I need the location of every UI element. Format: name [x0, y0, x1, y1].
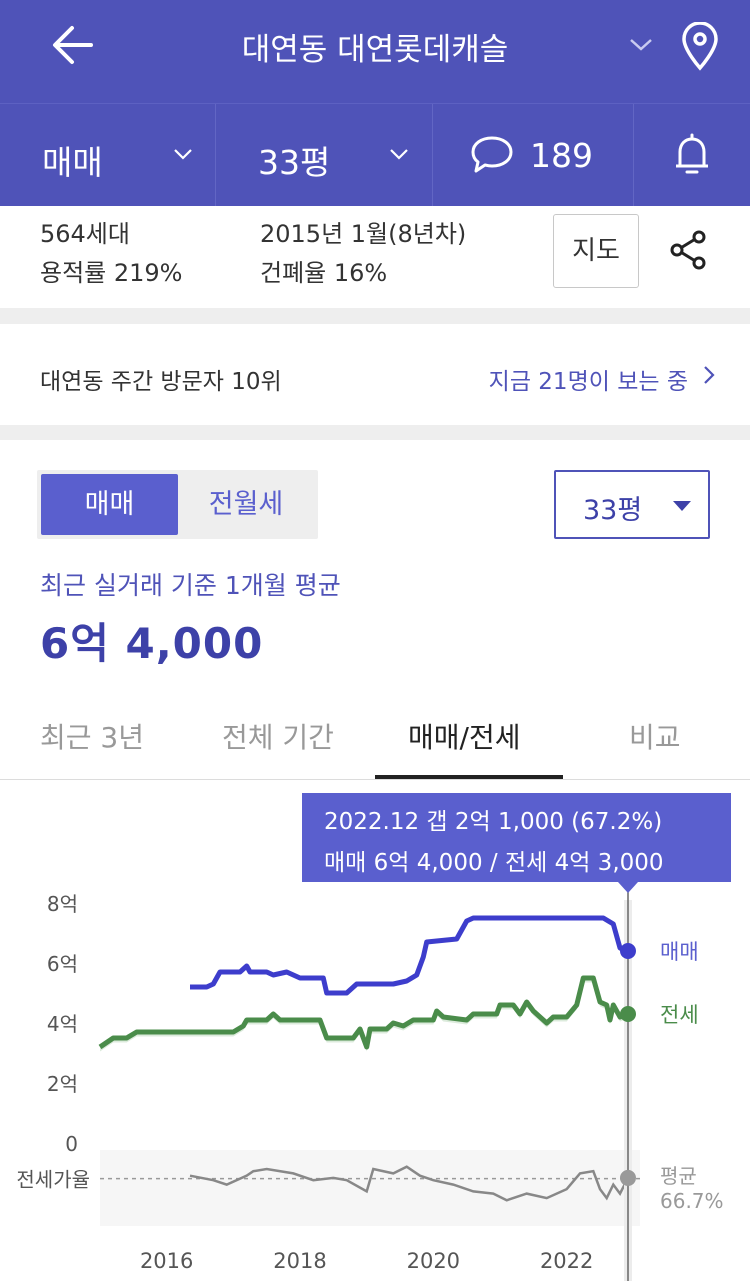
avg-price-value: 6억 4,000 — [40, 619, 264, 668]
tab-all-period[interactable]: 전체 기간 — [222, 721, 334, 754]
tab-sale-jeonse[interactable]: 매매/전세 — [408, 721, 521, 754]
map-button[interactable]: 지도 — [553, 214, 639, 288]
divider — [215, 104, 216, 207]
price-chart[interactable]: 8억 6억 4억 2억 0 2016 2018 2020 2022 전세가율 매매전세평균66… — [0, 780, 750, 1281]
segment-rent[interactable]: 전월세 — [208, 489, 284, 520]
tab-recent-3y[interactable]: 최근 3년 — [40, 721, 144, 754]
deal-type-select[interactable]: 매매 — [0, 104, 215, 207]
built-year: 2015년 1월(8년차) — [260, 220, 467, 248]
y-tick-label: 2억 — [47, 1072, 78, 1096]
speech-bubble-icon — [471, 136, 513, 173]
legend-jeonse: 전세 — [660, 1003, 699, 1027]
ratio-avg-value: 66.7% — [660, 1189, 724, 1213]
filter-bar: 매매 33평 189 — [0, 103, 750, 207]
arrow-left-icon[interactable] — [48, 22, 98, 68]
app-header: 대연동 대연롯데캐슬 — [0, 0, 750, 103]
size-select[interactable]: 33평 — [216, 104, 432, 207]
live-viewers-link[interactable]: 지금 21명이 보는 중 — [488, 369, 688, 395]
tooltip-gap-line: 2022.12 갭 2억 1,000 (67.2%) — [324, 809, 663, 835]
section-divider — [0, 308, 750, 324]
chart-tabs: 최근 3년 전체 기간 매매/전세 비교 — [0, 700, 750, 780]
size-dropdown-label: 33평 — [583, 495, 643, 526]
ratio-avg-label: 평균 — [660, 1164, 697, 1188]
ratio-axis-label: 전세가율 — [16, 1168, 90, 1192]
y-tick-label: 6억 — [47, 952, 78, 976]
ratio-band — [100, 1150, 640, 1226]
divider — [633, 104, 634, 207]
chevron-right-icon — [704, 366, 715, 384]
page-title[interactable]: 대연동 대연롯데캐슬 — [241, 32, 509, 68]
avg-price-label: 최근 실거래 기준 1개월 평균 — [40, 571, 341, 600]
jeonse-end-marker — [620, 1006, 636, 1022]
deal-type-label: 매매 — [42, 143, 103, 182]
floor-area-ratio: 용적률 219% — [40, 259, 183, 287]
deal-segment-control: 매매 전월세 — [37, 470, 318, 539]
y-tick-label: 4억 — [47, 1012, 78, 1036]
tab-compare[interactable]: 비교 — [629, 721, 681, 754]
comments-button[interactable]: 189 — [433, 104, 633, 207]
jeonse-ratio-line — [189, 1165, 630, 1202]
chevron-down-icon — [174, 149, 192, 160]
chevron-down-icon — [390, 149, 408, 160]
active-tab-indicator — [375, 775, 563, 779]
jeonse-price-line — [98, 975, 629, 1050]
bell-icon — [676, 133, 708, 174]
ratio-end-marker — [620, 1169, 636, 1186]
tooltip-price-line: 매매 6억 4,000 / 전세 4억 3,000 — [324, 850, 664, 876]
map-pin-icon[interactable] — [680, 22, 720, 72]
divider — [432, 104, 433, 207]
caret-down-icon — [673, 501, 691, 511]
y-tick-label: 0 — [65, 1132, 78, 1156]
households: 564세대 — [40, 220, 130, 248]
share-icon[interactable] — [668, 228, 708, 272]
x-tick-label: 2016 — [140, 1249, 193, 1273]
tooltip-pointer — [618, 882, 638, 893]
section-divider — [0, 425, 750, 440]
comments-count: 189 — [530, 136, 593, 175]
size-label: 33평 — [258, 143, 331, 182]
legend-sale: 매매 — [660, 940, 699, 964]
complex-summary: 564세대 2015년 1월(8년차) 용적률 219% 건폐율 16% 지도 — [0, 206, 750, 308]
chevron-down-icon[interactable] — [626, 32, 656, 56]
notification-button[interactable] — [634, 104, 750, 207]
y-tick-label: 8억 — [47, 892, 78, 916]
visitor-banner[interactable]: 대연동 주간 방문자 10위 지금 21명이 보는 중 — [0, 324, 750, 425]
segment-sale[interactable]: 매매 — [41, 474, 178, 535]
sale-price-line — [190, 915, 629, 996]
x-tick-label: 2022 — [540, 1249, 593, 1273]
x-tick-label: 2020 — [407, 1249, 460, 1273]
coverage-ratio: 건폐율 16% — [260, 259, 388, 287]
chart-tooltip: 2022.12 갭 2억 1,000 (67.2%) 매매 6억 4,000 /… — [302, 793, 731, 882]
sale-end-marker — [620, 943, 636, 959]
visitor-rank: 대연동 주간 방문자 10위 — [40, 369, 282, 395]
x-tick-label: 2018 — [273, 1249, 326, 1273]
size-dropdown[interactable]: 33평 — [554, 470, 710, 539]
